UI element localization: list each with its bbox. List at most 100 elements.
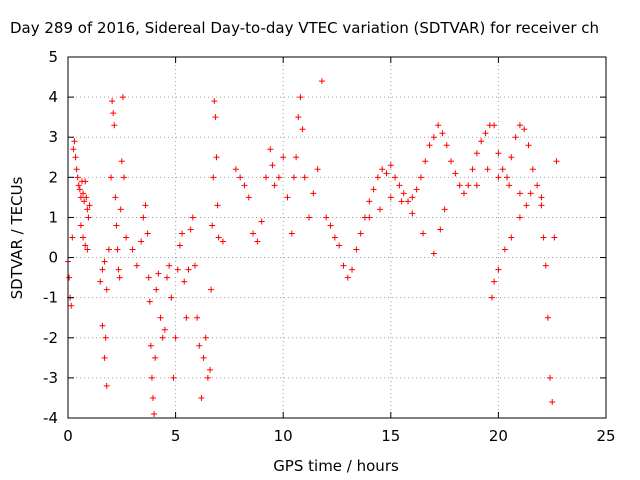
data-point (245, 194, 252, 201)
data-point (241, 182, 248, 189)
data-point (110, 110, 117, 117)
data-point (538, 194, 545, 201)
data-point (215, 234, 222, 241)
data-point (529, 166, 536, 173)
data-point (288, 230, 295, 237)
data-point (102, 334, 109, 341)
data-point (409, 210, 416, 217)
data-point (85, 214, 92, 221)
data-point (189, 214, 196, 221)
data-point (387, 194, 394, 201)
data-point (465, 182, 472, 189)
data-point (460, 190, 467, 197)
data-point (80, 190, 87, 197)
data-point (159, 334, 166, 341)
data-point (74, 174, 81, 181)
y-tick-label: 4 (48, 88, 58, 106)
data-point (413, 186, 420, 193)
data-point (185, 266, 192, 273)
data-point (484, 166, 491, 173)
data-point (527, 190, 534, 197)
data-point (290, 174, 297, 181)
data-point (200, 354, 207, 361)
data-point (86, 202, 93, 209)
data-point (109, 98, 116, 105)
data-point (103, 382, 110, 389)
data-point (152, 354, 159, 361)
data-point (77, 194, 84, 201)
data-point (306, 214, 313, 221)
data-point (435, 122, 442, 129)
data-point (145, 274, 152, 281)
data-point (147, 342, 154, 349)
x-tick-label: 15 (381, 427, 400, 445)
data-point (409, 194, 416, 201)
data-point (284, 194, 291, 201)
data-point (163, 274, 170, 281)
y-tick-label: 3 (48, 128, 58, 146)
data-point (379, 166, 386, 173)
data-point (469, 166, 476, 173)
data-point (181, 278, 188, 285)
data-point (213, 154, 220, 161)
y-tick-label: 1 (48, 208, 58, 226)
data-point (495, 150, 502, 157)
data-point (129, 246, 136, 253)
x-axis-ticks: 0 5 10 15 20 25 (63, 57, 616, 445)
data-point (331, 234, 338, 241)
data-point (250, 230, 257, 237)
data-point (293, 154, 300, 161)
data-point (318, 78, 325, 85)
data-point (422, 158, 429, 165)
data-point (344, 274, 351, 281)
data-point (512, 134, 519, 141)
data-point (547, 374, 554, 381)
data-point (437, 226, 444, 233)
data-point (441, 206, 448, 213)
data-point (113, 222, 120, 229)
data-point (114, 246, 121, 253)
data-point (194, 314, 201, 321)
data-point (516, 122, 523, 129)
data-point (66, 274, 73, 281)
data-point (516, 190, 523, 197)
data-point (508, 154, 515, 161)
data-point (314, 166, 321, 173)
data-point (210, 174, 217, 181)
x-axis-label: GPS time / hours (273, 457, 399, 475)
data-point (353, 246, 360, 253)
data-point (340, 262, 347, 269)
data-point (191, 262, 198, 269)
data-point (262, 174, 269, 181)
data-point (275, 174, 282, 181)
data-point (400, 190, 407, 197)
data-point (148, 374, 155, 381)
data-point (99, 266, 106, 273)
data-point (491, 122, 498, 129)
data-point (82, 242, 89, 249)
data-point (383, 170, 390, 177)
data-point (112, 194, 119, 201)
data-point (370, 186, 377, 193)
data-point (495, 266, 502, 273)
data-point (80, 234, 87, 241)
data-point (387, 162, 394, 169)
data-point (146, 298, 153, 305)
data-point (69, 234, 76, 241)
data-point (301, 174, 308, 181)
data-point (142, 202, 149, 209)
data-point (430, 134, 437, 141)
data-point (549, 398, 556, 405)
data-point (108, 174, 115, 181)
data-point (430, 250, 437, 257)
data-point (101, 258, 108, 265)
data-point (117, 206, 124, 213)
data-point (439, 130, 446, 137)
data-point (75, 182, 82, 189)
data-point (207, 366, 214, 373)
data-point (77, 222, 84, 229)
x-tick-label: 10 (274, 427, 293, 445)
data-point (323, 214, 330, 221)
data-point (153, 286, 160, 293)
